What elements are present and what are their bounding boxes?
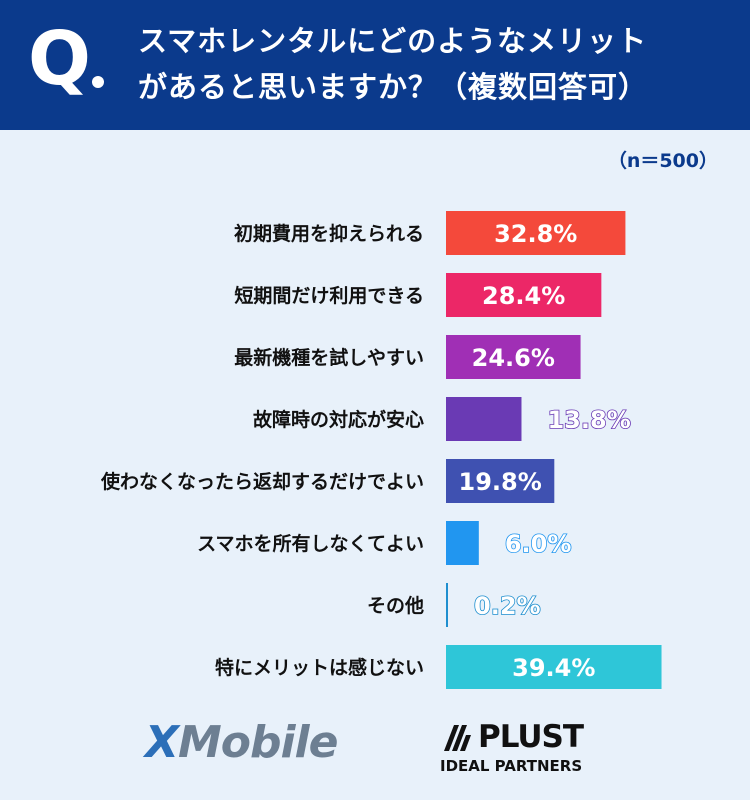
xmobile-logo-rest: Mobile — [177, 717, 339, 768]
plust-stripes-icon — [444, 725, 471, 751]
value-label: 13.8% — [547, 406, 630, 434]
plust-name: PLUST — [478, 719, 584, 755]
logo-footer: XMobile PLUST IDEAL PARTNERS — [0, 715, 750, 785]
bar — [446, 273, 602, 317]
bar — [446, 397, 522, 441]
sample-size: （n＝500） — [607, 150, 718, 172]
xmobile-logo: XMobile — [145, 717, 339, 768]
q-mark: Q — [28, 16, 91, 102]
value-label: 39.4% — [512, 654, 595, 682]
category-label: 特にメリットは感じない — [215, 656, 424, 679]
value-label: 32.8% — [494, 220, 577, 248]
question-title-line1: スマホレンタルにどのようなメリット — [138, 24, 648, 58]
bar — [446, 645, 662, 689]
category-label: 最新機種を試しやすい — [234, 346, 424, 369]
value-label: 28.4% — [482, 282, 565, 310]
plust-logo: PLUST IDEAL PARTNERS — [440, 719, 620, 779]
bar — [446, 211, 626, 255]
bar-chart: 初期費用を抑えられる 32.8% 短期間だけ利用できる 28.4% 最新機種を試しやすい… — [100, 211, 662, 689]
bar — [446, 335, 581, 379]
category-label: 使わなくなったら返却するだけでよい — [100, 471, 424, 493]
value-label: 6.0% — [505, 530, 572, 558]
question-title-line2: があると思いますか？（複数回答可） — [138, 70, 649, 104]
category-label: スマホを所有しなくてよい — [197, 532, 424, 555]
category-label: その他 — [367, 594, 424, 617]
question-title: スマホレンタルにどのようなメリット があると思いますか？（複数回答可） — [138, 18, 738, 110]
bar — [446, 583, 448, 627]
category-label: 故障時の対応が安心 — [253, 408, 424, 431]
category-label: 初期費用を抑えられる — [234, 222, 424, 245]
value-label: 24.6% — [472, 344, 555, 372]
bar — [446, 459, 555, 503]
question-header: Q スマホレンタルにどのようなメリット があると思いますか？（複数回答可） — [0, 0, 750, 130]
q-dot — [92, 76, 104, 88]
value-label: 0.2% — [474, 592, 541, 620]
value-label: 19.8% — [459, 468, 542, 496]
bar — [446, 521, 479, 565]
plust-subtitle: IDEAL PARTNERS — [440, 757, 583, 775]
xmobile-logo-x: X — [145, 717, 179, 768]
category-label: 短期間だけ利用できる — [234, 284, 424, 307]
